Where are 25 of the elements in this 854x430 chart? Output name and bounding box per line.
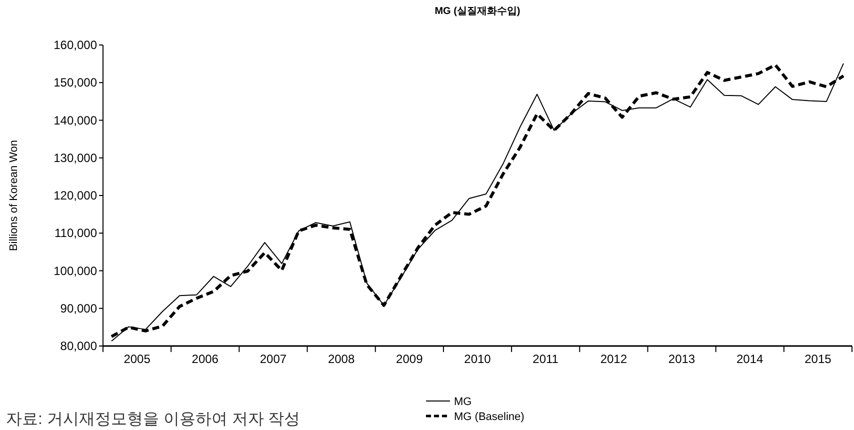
x-tick-label: 2012	[600, 352, 628, 366]
y-tick-label: 150,000	[54, 76, 98, 90]
x-tick-label: 2014	[736, 352, 764, 366]
x-tick-label: 2008	[328, 352, 355, 366]
y-tick-label: 90,000	[60, 301, 98, 316]
y-tick-label: 120,000	[54, 188, 98, 202]
text: 자료: 거시재정모형을 이용하여 저자 작성	[6, 411, 300, 428]
legend-label: MG (Baseline)	[454, 411, 524, 423]
y-axis-title: Billions of Korean Won	[8, 140, 20, 252]
y-tick-label: 140,000	[54, 113, 98, 128]
y-tick-label: 100,000	[54, 264, 98, 278]
x-tick-label: 2007	[260, 352, 287, 366]
y-tick-label: 130,000	[54, 150, 98, 165]
y-tick-label: 110,000	[54, 226, 98, 240]
chart-title: MG (실질재화수입)	[434, 6, 520, 17]
x-tick-label: 2009	[396, 352, 424, 366]
y-tick-label: 160,000	[54, 38, 98, 52]
y-tick-label: 80,000	[60, 339, 98, 353]
x-tick-label: 2006	[192, 352, 219, 366]
x-tick-label: 2015	[804, 352, 832, 366]
x-tick-label: 2010	[464, 352, 492, 366]
x-tick-label: 2013	[668, 352, 696, 366]
legend-label: MG	[454, 396, 472, 408]
x-tick-label: 2011	[532, 352, 559, 366]
x-tick-label: 2005	[124, 352, 151, 366]
